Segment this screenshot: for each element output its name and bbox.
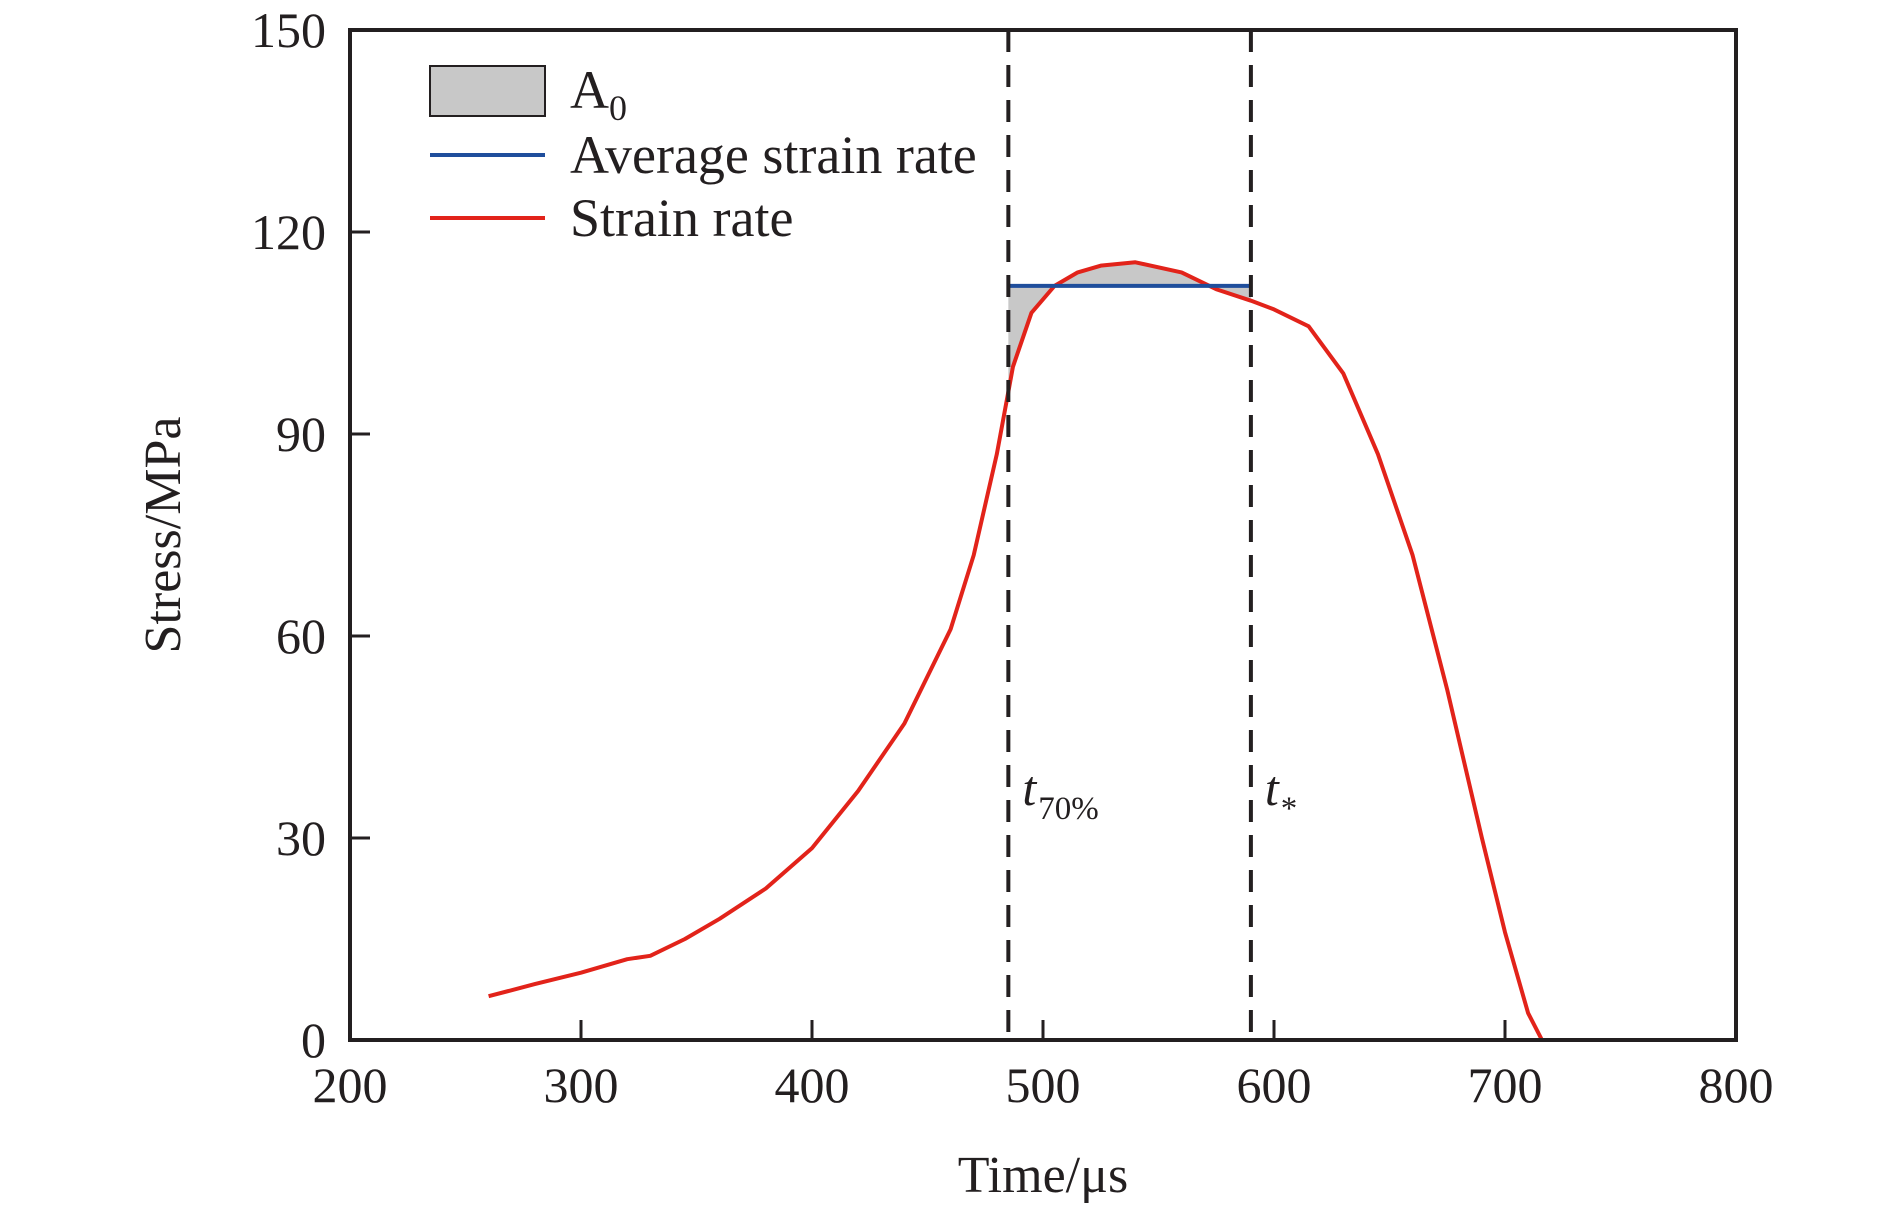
area-a0	[1008, 262, 1251, 392]
x-tick-label-800: 800	[1699, 1057, 1774, 1113]
y-tick-label-30: 30	[276, 810, 326, 866]
marker-label-main: t	[1265, 760, 1280, 816]
series-layer	[488, 260, 1544, 1041]
x-tick-label-600: 600	[1237, 1057, 1312, 1113]
marker-label-t-star: t*	[1265, 760, 1297, 827]
y-tick-label-0: 0	[301, 1012, 326, 1068]
marker-layer: t70% t*	[1006, 30, 1297, 1040]
x-tick-label-500: 500	[1006, 1057, 1081, 1113]
axis-layer: 200 300 400 500 600 700 800 0 30 60 90 120 150 Time/μ…	[135, 2, 1774, 1204]
marker-label-main: t	[1022, 760, 1037, 816]
marker-label-sub: 70%	[1038, 791, 1099, 827]
y-tick-label-150: 150	[251, 2, 326, 58]
series-line-strain-rate	[488, 260, 1544, 1041]
area-a0-layer	[1008, 262, 1251, 392]
y-axis-label: Stress/MPa	[135, 417, 192, 654]
legend-label-a0-main: A	[570, 60, 609, 120]
x-tick-label-200: 200	[313, 1057, 388, 1113]
plot-frame-layer	[348, 28, 1738, 1042]
x-tick-label-700: 700	[1468, 1057, 1543, 1113]
marker-label-t70: t70%	[1022, 760, 1098, 827]
x-tick-label-400: 400	[775, 1057, 850, 1113]
y-tick-label-120: 120	[251, 204, 326, 260]
plot-frame	[348, 28, 1738, 1042]
legend-label-a0-sub: 0	[609, 88, 627, 128]
legend-label-strain-rate: Strain rate	[570, 188, 793, 248]
y-tick-label-90: 90	[276, 406, 326, 462]
legend-label-average-strain-rate: Average strain rate	[570, 125, 977, 185]
marker-label-sub: *	[1281, 791, 1298, 827]
x-tick-label-300: 300	[544, 1057, 619, 1113]
y-tick-label-60: 60	[276, 608, 326, 664]
x-axis-label: Time/μs	[958, 1147, 1128, 1204]
legend-label-a0: A0	[570, 60, 627, 128]
legend-swatch-a0	[429, 65, 546, 117]
